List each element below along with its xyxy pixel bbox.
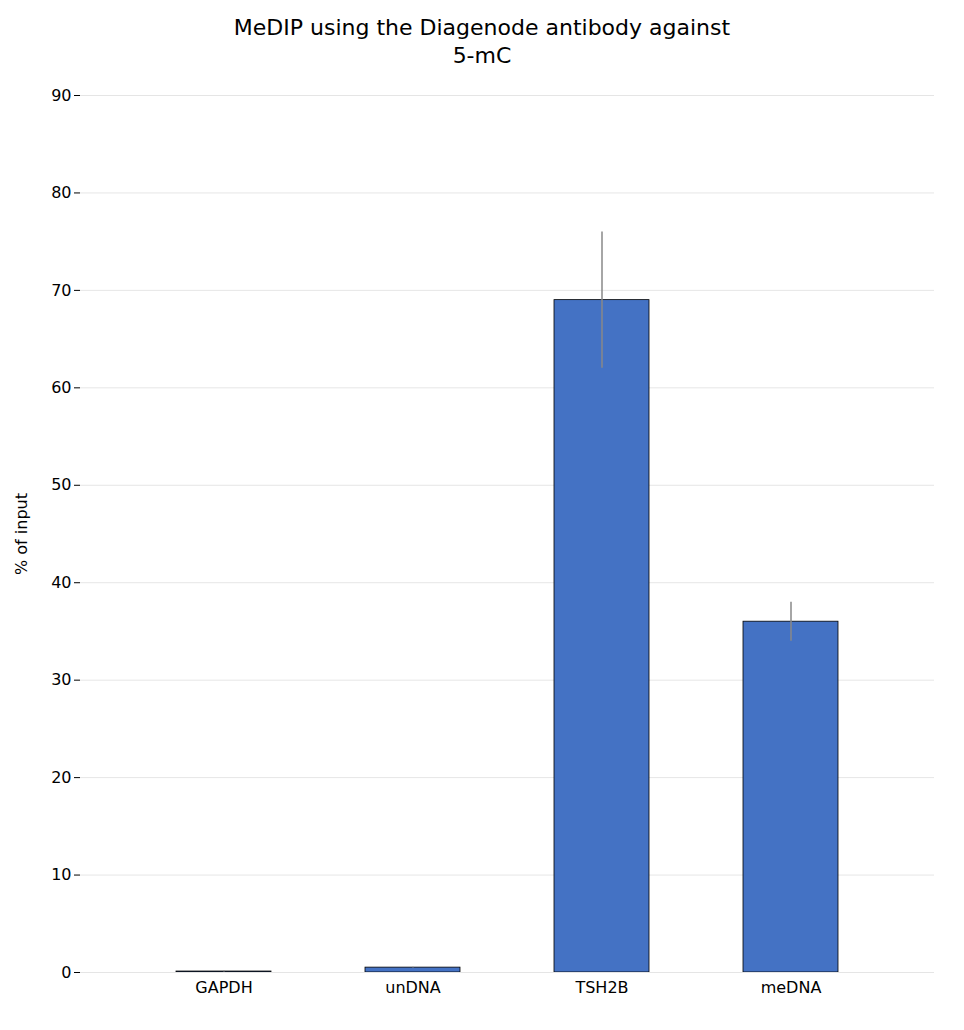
svg-text:80: 80 [51,183,71,202]
svg-text:20: 20 [51,768,71,787]
svg-text:40: 40 [51,573,71,592]
html-text:MeDIP using the Diagenode anti: MeDIP using the Diagenode antibody again… [233,15,731,68]
svg-text:70: 70 [51,281,71,300]
svg-text:90: 90 [51,86,71,105]
svg-text:meDNA: meDNA [761,978,822,997]
svg-text:50: 50 [51,475,71,494]
svg-text:GAPDH: GAPDH [195,978,252,997]
svg-text:10: 10 [51,865,71,884]
svg-text:60: 60 [51,378,71,397]
svg-text:% of input: % of input [12,493,31,575]
svg-text:30: 30 [51,670,71,689]
svg-text:0: 0 [61,963,71,982]
svg-text:TSH2B: TSH2B [574,978,628,997]
svg-text:unDNA: unDNA [385,978,441,997]
